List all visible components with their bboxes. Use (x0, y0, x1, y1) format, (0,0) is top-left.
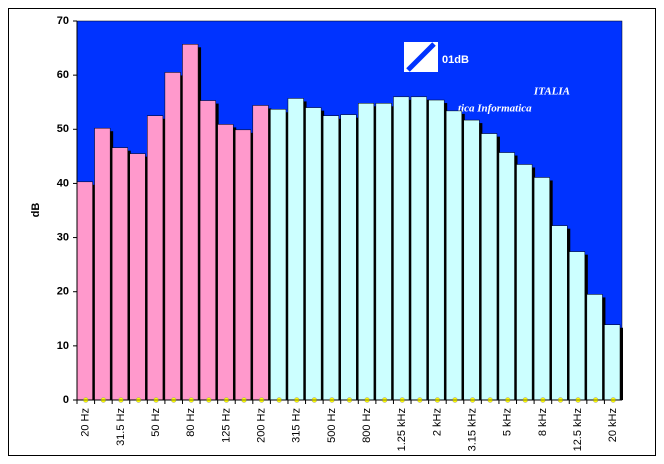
bar-shadow (408, 99, 413, 401)
bar-shadow (249, 132, 254, 400)
bar-shadow (495, 136, 500, 401)
logo-slash (406, 42, 436, 72)
bar-shadow (232, 127, 237, 401)
bar-shadow (566, 228, 571, 400)
y-tick-label: 0 (63, 394, 69, 406)
logo: 01dB ITALIA tica Informatica (404, 42, 570, 115)
bar (445, 110, 463, 401)
bar (569, 251, 586, 401)
x-tick-label: 315 Hz (291, 408, 303, 443)
bar (94, 127, 111, 401)
x-tick-label: 1.25 kHz (396, 408, 408, 451)
x-tick-label: 125 Hz (220, 408, 232, 443)
bar (586, 294, 603, 401)
bar (322, 115, 339, 401)
bar (463, 119, 480, 401)
bar (164, 72, 181, 401)
bar (481, 133, 498, 401)
bar-shadow (179, 75, 184, 400)
bar-shadow (390, 106, 395, 400)
plot-border (76, 20, 623, 401)
bar-shadow (91, 184, 96, 400)
y-tick-label: 20 (57, 286, 69, 298)
bar (234, 129, 252, 401)
bar (375, 103, 392, 401)
bar (358, 103, 375, 401)
y-tick-label: 70 (57, 15, 69, 27)
bar-shadow (372, 106, 377, 400)
x-tick-label: 500 Hz (326, 408, 338, 443)
bar (217, 124, 234, 401)
bar-shadow (161, 118, 166, 400)
bar-shadow (460, 113, 465, 401)
y-tick-label: 10 (57, 340, 69, 352)
bar (287, 98, 304, 401)
bar (516, 164, 533, 401)
bar (147, 115, 164, 401)
x-tick-label: 31.5 Hz (115, 408, 127, 446)
bar (252, 105, 269, 401)
logo-name: 01dB (442, 54, 469, 66)
bar (199, 100, 216, 401)
x-tick-label: 3.15 kHz (466, 408, 478, 451)
bar (305, 107, 322, 401)
bar (498, 152, 515, 401)
bar-shadow (302, 101, 307, 400)
x-tick-label: 20 kHz (607, 408, 619, 442)
bar-shadow (109, 131, 114, 400)
y-tick-label: 60 (57, 69, 69, 81)
bar-shadow (355, 117, 360, 400)
bar-shadow (144, 156, 149, 400)
bar-shadow (619, 327, 623, 400)
x-tick-label: 80 Hz (185, 408, 197, 437)
bar-shadow (320, 110, 325, 400)
x-tick-label: 20 Hz (80, 408, 92, 437)
bar-shadow (443, 103, 448, 400)
y-tick-label: 50 (57, 123, 69, 135)
bar (182, 44, 199, 401)
bar-shadow (601, 297, 606, 400)
bar-shadow (425, 99, 430, 401)
y-tick-label: 30 (57, 231, 69, 243)
bar-shadow (197, 47, 202, 400)
bar (551, 225, 568, 401)
bar (111, 147, 128, 401)
bar (76, 181, 93, 401)
bar (270, 109, 287, 401)
bar (393, 96, 410, 401)
bar-shadow (548, 180, 553, 400)
bar-shadow (284, 112, 289, 400)
bar-shadow (267, 108, 272, 400)
bar (428, 99, 445, 401)
x-tick-label: 12.5 kHz (572, 408, 584, 451)
bar-shadow (583, 254, 588, 400)
bar (340, 114, 357, 401)
bar-shadow (478, 123, 483, 401)
bar-shadow (513, 155, 518, 400)
bar-shadow (531, 167, 536, 400)
bar (410, 96, 427, 401)
bar-shadow (214, 103, 219, 400)
bar-shadow (337, 118, 342, 400)
x-tick-label: 50 Hz (150, 408, 162, 437)
x-tick-label: 2 kHz (431, 408, 443, 436)
x-tick-label: 200 Hz (256, 408, 268, 443)
x-tick-label: 8 kHz (537, 408, 549, 436)
bar (604, 324, 621, 401)
logo-sub: ITALIA (533, 86, 570, 98)
logo-tagline: tica Informatica (458, 103, 532, 115)
bar (129, 153, 146, 401)
bar (533, 177, 550, 401)
y-axis-label: dB (30, 203, 42, 218)
y-tick-label: 40 (57, 177, 69, 189)
x-tick-label: 800 Hz (361, 408, 373, 443)
bar-shadow (126, 150, 131, 400)
x-tick-label: 5 kHz (502, 408, 514, 436)
